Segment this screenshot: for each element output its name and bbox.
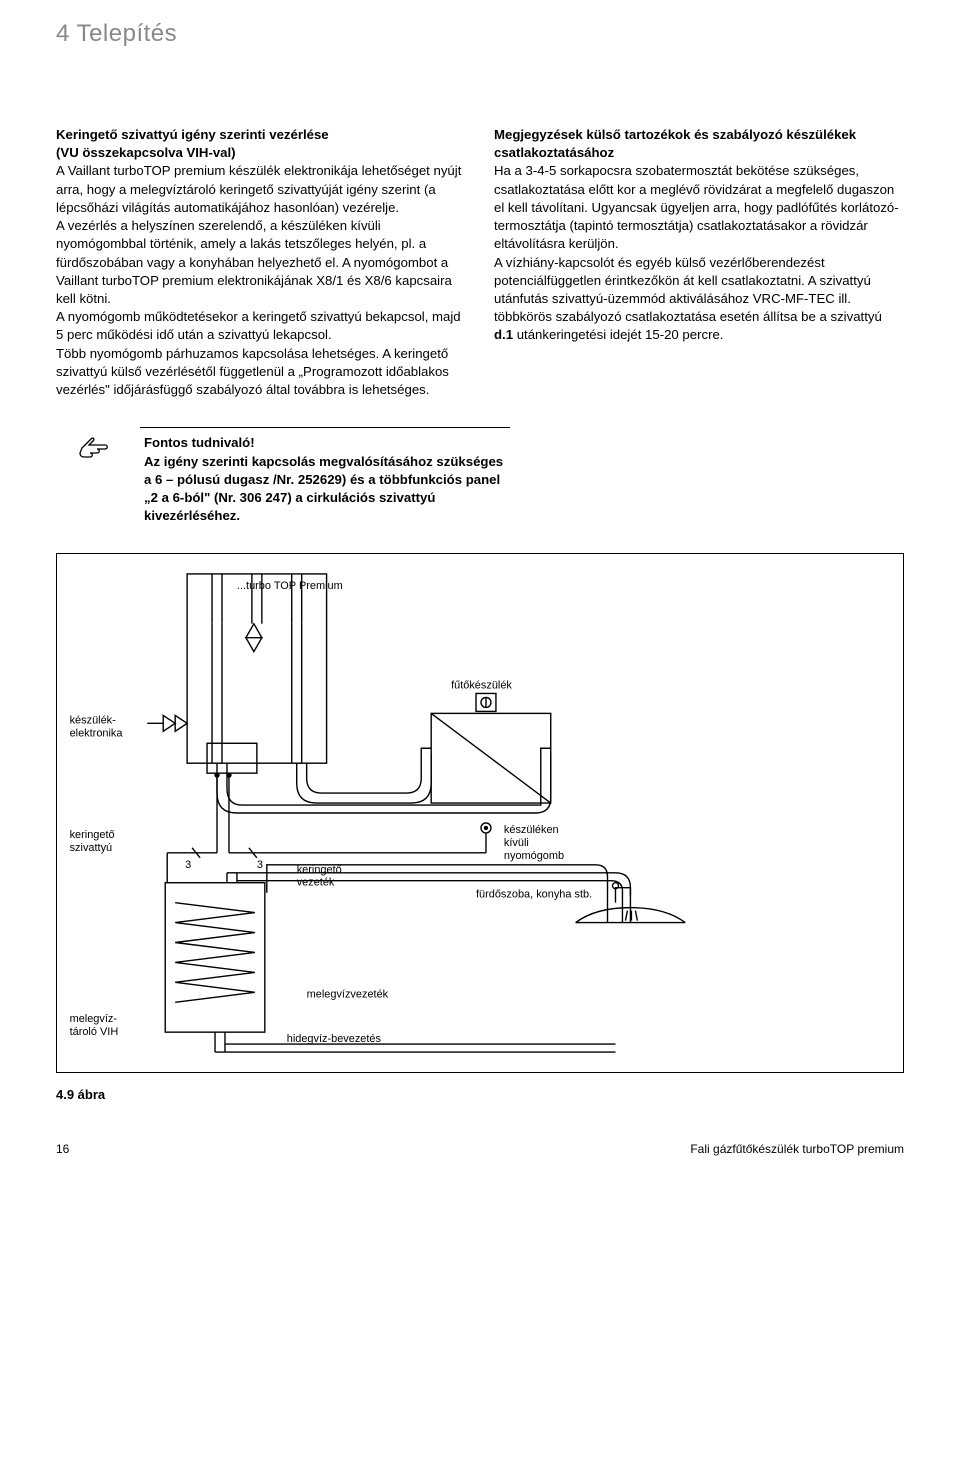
lbl-3a: 3 <box>185 859 191 871</box>
left-heading-2: (VU összekapcsolva VIH-val) <box>56 144 466 162</box>
two-column-body: Keringető szivattyú igény szerinti vezér… <box>56 126 904 399</box>
page-number: 16 <box>56 1142 69 1156</box>
lbl-cold: hidegvíz-bevezetés <box>287 1033 382 1045</box>
right-column: Megjegyzések külső tartozékok és szabály… <box>494 126 904 399</box>
hand-icon <box>56 434 134 462</box>
figure-caption: 4.9 ábra <box>56 1087 904 1102</box>
lbl-circ-1: keringető <box>297 864 342 876</box>
right-d1: d.1 <box>494 327 513 342</box>
right-para-2b: utánkeringetési idejét 15-20 percre. <box>513 327 723 342</box>
section-header: 4 Telepítés <box>56 20 904 48</box>
lbl-circ-2: vezeték <box>297 877 335 889</box>
lbl-tank-1: melegvíz- <box>70 1014 118 1026</box>
lbl-elec-2: elektronika <box>70 728 124 740</box>
lbl-tank-2: tároló VIH <box>70 1027 119 1039</box>
page-footer: 16 Fali gázfűtőkészülék turboTOP premium <box>56 1142 904 1176</box>
note-heading: Fontos tudnivaló! <box>144 435 255 450</box>
right-para-2a: A vízhiány-kapcsolót és egyéb külső vezé… <box>494 255 882 325</box>
lbl-hot: melegvízvezeték <box>307 989 389 1001</box>
lbl-room: fürdőszoba, konyha stb. <box>476 889 592 901</box>
left-heading-1: Keringető szivattyú igény szerinti vezér… <box>56 126 466 144</box>
right-para-2: A vízhiány-kapcsolót és egyéb külső vezé… <box>494 254 904 345</box>
lbl-pump-1: keringető <box>70 829 115 841</box>
left-para-2: A vezérlés a helyszínen szerelendő, a ké… <box>56 217 466 308</box>
lbl-pump-2: szivattyú <box>70 842 113 854</box>
lbl-heater: fűtőkészülék <box>451 680 512 692</box>
left-column: Keringető szivattyú igény szerinti vezér… <box>56 126 466 399</box>
important-note: Fontos tudnivaló! Az igény szerinti kapc… <box>56 417 904 525</box>
lbl-elec-1: készülék- <box>70 715 117 727</box>
wiring-diagram: ...turbo TOP Premium fűtőkészülék készül… <box>56 553 904 1073</box>
lbl-3b: 3 <box>257 859 263 871</box>
footer-title: Fali gázfűtőkészülék turboTOP premium <box>690 1142 904 1156</box>
left-para-1: A Vaillant turboTOP premium készülék ele… <box>56 162 466 217</box>
lbl-btn-3: nyomógomb <box>504 850 564 862</box>
lbl-btn-1: készüléken <box>504 824 559 836</box>
lbl-turbo: ...turbo TOP Premium <box>237 580 343 592</box>
left-para-4: Több nyomógomb párhuzamos kapcsolása leh… <box>56 345 466 400</box>
right-heading: Megjegyzések külső tartozékok és szabály… <box>494 126 904 162</box>
note-rule <box>140 427 510 428</box>
note-body: Az igény szerinti kapcsolás megvalósítás… <box>144 454 503 524</box>
lbl-btn-2: kívüli <box>504 837 529 849</box>
right-para-1: Ha a 3-4-5 sorkapocsra szobatermosztát b… <box>494 162 904 253</box>
left-para-3: A nyomógomb működtetésekor a keringető s… <box>56 308 466 344</box>
